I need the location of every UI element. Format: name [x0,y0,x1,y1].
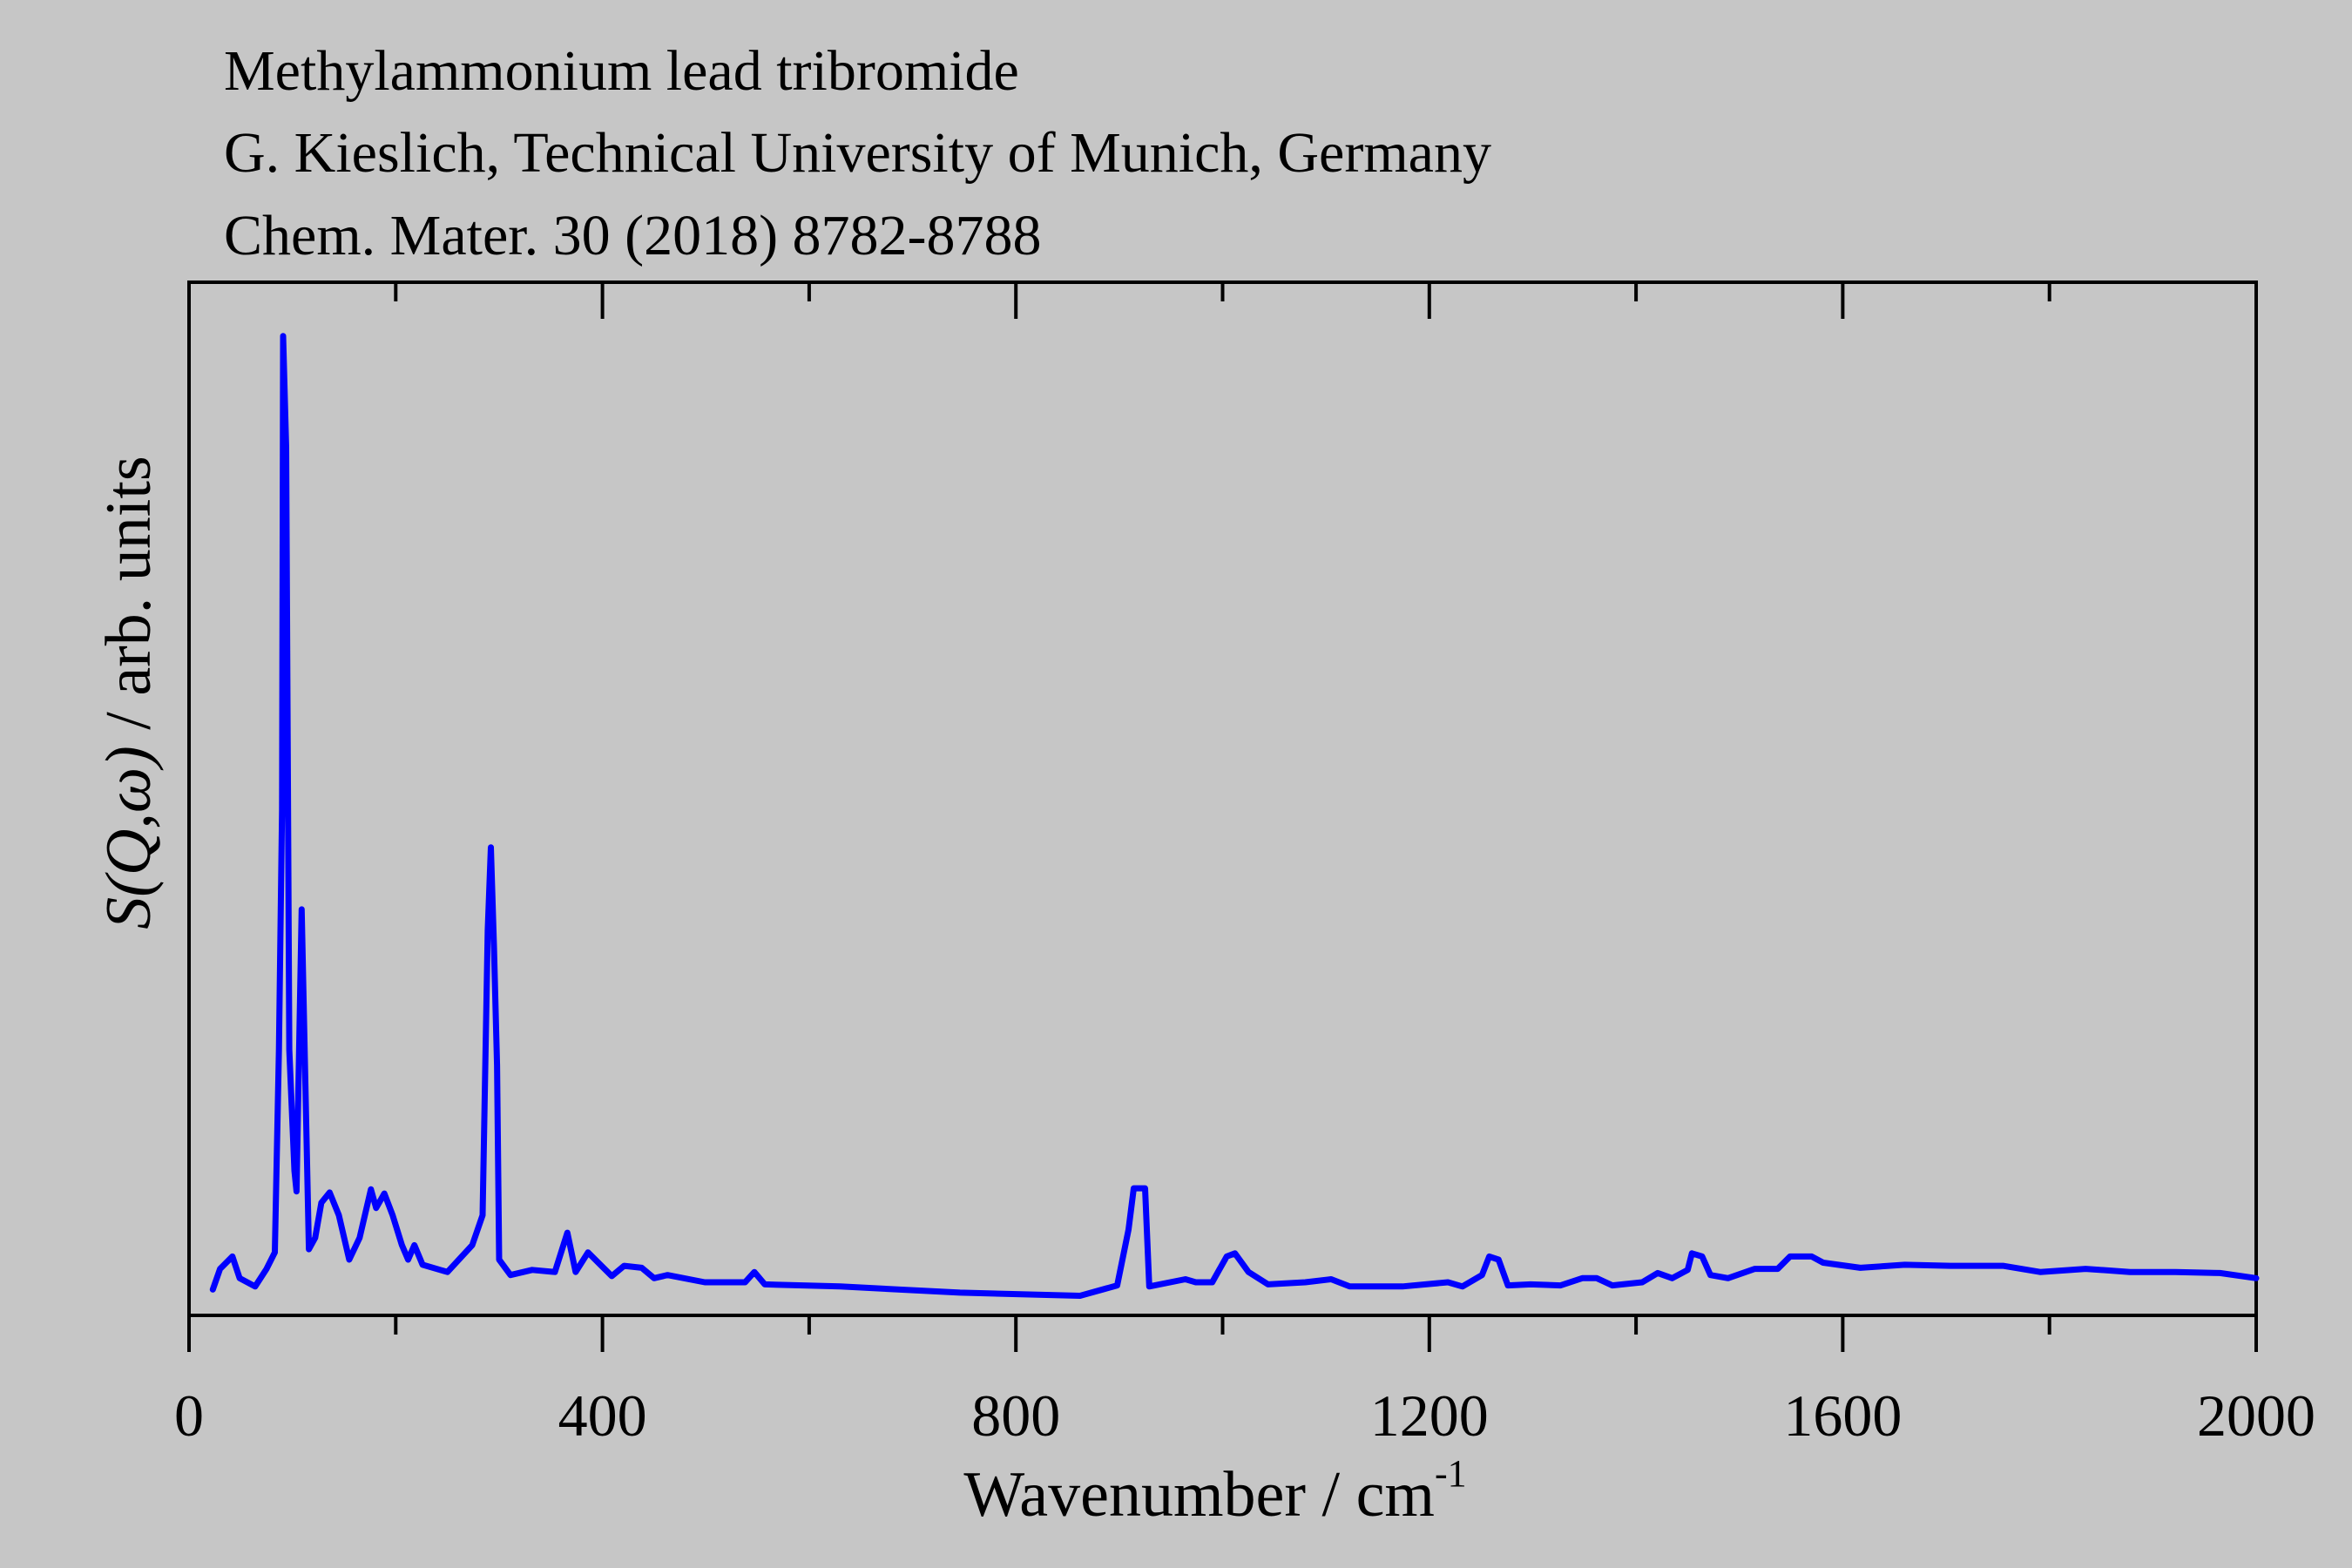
series-line [209,333,2260,1299]
x-axis-label-superscript: -1 [1435,1452,1467,1495]
x-tick-label: 1200 [1370,1382,1489,1449]
x-axis-label: Wavenumber / cm-1 [963,1452,1466,1531]
x-tick-label: 800 [971,1382,1060,1449]
title-line-3: Chem. Mater. 30 (2018) 8782-8788 [224,204,1042,267]
x-axis-tick-labels: 0 400 800 1200 1600 2000 [174,1382,2315,1449]
x-tick-label: 1600 [1783,1382,1902,1449]
y-axis-label-units: / arb. units [93,456,165,746]
y-axis-label: S(Q,ω) / arb. units [93,456,165,929]
y-axis-label-symbol: S(Q,ω) [93,746,165,929]
title-line-2: G. Kieslich, Technical University of Mun… [224,121,1491,185]
title-line-1: Methylammonium lead tribromide [224,39,1019,103]
x-tick-label: 2000 [2197,1382,2315,1449]
chart-title: Methylammonium lead tribromide G. Kiesli… [224,39,1491,267]
x-tick-label: 400 [558,1382,647,1449]
x-tick-label: 0 [174,1382,204,1449]
x-axis-ticks [187,282,2258,1352]
x-axis-label-text: Wavenumber / cm [963,1459,1435,1531]
